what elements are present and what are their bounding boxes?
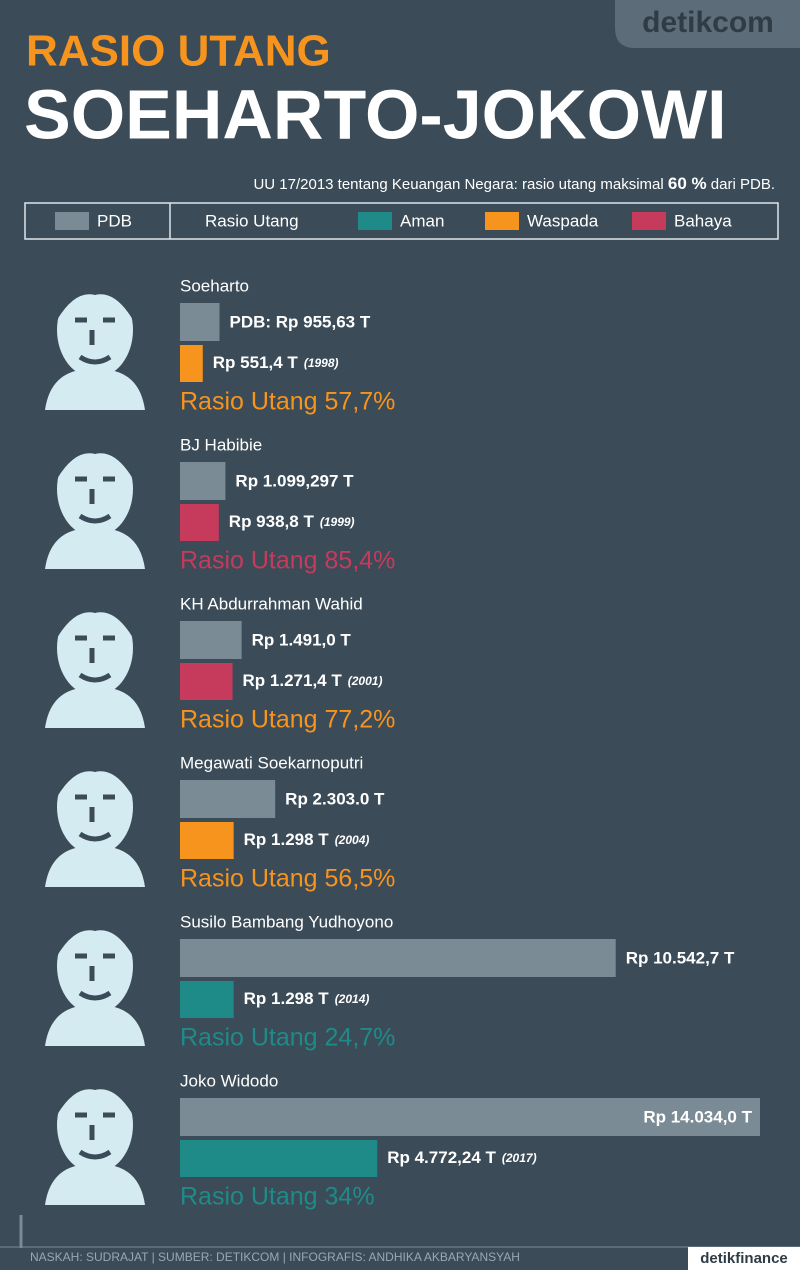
debt-amount: Rp 4.772,24 T (387, 1148, 496, 1167)
footer: NASKAH: SUDRAJAT | SUMBER: DETIKCOM | IN… (30, 1250, 520, 1264)
debt-ratio: Rasio Utang 34% (180, 1183, 375, 1211)
leader-name: KH Abdurrahman Wahid (180, 594, 363, 613)
portrait-hair (57, 597, 133, 638)
portrait-features (75, 953, 115, 1001)
subtitle-part: UU 17/2013 tentang Keuangan Negara: rasi… (253, 176, 667, 193)
debt-bar (180, 663, 233, 700)
legend-label: Bahaya (674, 211, 732, 230)
gdp-bar (180, 462, 226, 500)
legend-swatch (55, 212, 89, 230)
debt-amount: Rp 1.271,4 T (243, 671, 343, 690)
legend-swatch (358, 212, 392, 230)
portrait-shoulders (45, 688, 145, 728)
gdp-label: Rp 2.303.0 T (285, 789, 385, 808)
portrait-shoulders (45, 370, 145, 410)
debt-label: Rp 4.772,24 T (2017) (387, 1148, 536, 1167)
debt-year: (1998) (304, 356, 339, 370)
debt-label: Rp 938,8 T (1999) (229, 512, 355, 531)
brand-tab (615, 0, 800, 48)
debt-bar (180, 1140, 378, 1177)
portrait-hair (57, 279, 133, 320)
portrait-shoulders (45, 1006, 145, 1046)
gdp-bar (180, 939, 616, 977)
debt-year: (2004) (335, 833, 370, 847)
debt-bar (180, 822, 234, 859)
debt-amount: Rp 1.298 T (244, 830, 330, 849)
leaders: Soeharto PDB: Rp 955,63 T Rp 551,4 T (1998)… (45, 276, 760, 1211)
debt-year: (2001) (348, 674, 383, 688)
debt-label: Rp 551,4 T (1998) (213, 353, 339, 372)
legend-label: PDB (97, 211, 132, 230)
gdp-label: Rp 14.034,0 T (643, 1107, 752, 1126)
gdp-bar (180, 1098, 760, 1136)
portrait-head (57, 282, 133, 378)
portrait-hair (57, 438, 133, 479)
portrait-hair (57, 915, 133, 956)
debt-label: Rp 1.298 T (2014) (244, 989, 370, 1008)
leader-name: BJ Habibie (180, 435, 262, 454)
footer-brand: detikfinance (700, 1250, 788, 1267)
portrait-head (57, 918, 133, 1014)
debt-label: Rp 1.298 T (2004) (244, 830, 370, 849)
portrait-head (57, 600, 133, 696)
leader-name: Joko Widodo (180, 1071, 278, 1090)
debt-year: (2014) (335, 992, 370, 1006)
portrait-features (75, 476, 115, 524)
portrait-head (57, 1077, 133, 1173)
debt-ratio: Rasio Utang 56,5% (180, 865, 395, 893)
leader-name: Soeharto (180, 276, 249, 295)
gdp-label: Rp 1.099,297 T (235, 471, 354, 490)
portrait-shoulders (45, 847, 145, 887)
legend-swatch (485, 212, 519, 230)
debt-amount: Rp 551,4 T (213, 353, 299, 372)
portrait-hair (57, 756, 133, 797)
debt-bar (180, 345, 203, 382)
portrait-shoulders (45, 1165, 145, 1205)
portrait-head (57, 759, 133, 855)
footer-brand-box (688, 1247, 800, 1270)
debt-label: Rp 1.271,4 T (2001) (243, 671, 383, 690)
gdp-bar (180, 621, 242, 659)
portrait-hair (57, 1074, 133, 1115)
portrait-head (57, 441, 133, 537)
gdp-bar (180, 303, 220, 341)
subtitle-part: 60 % (668, 174, 707, 193)
legend: PDB Rasio Utang Aman Waspada Bahaya (55, 203, 732, 239)
debt-bar (180, 981, 234, 1018)
brand: detikcom (642, 6, 774, 39)
portrait-features (75, 1112, 115, 1160)
gdp-label: PDB: Rp 955,63 T (229, 312, 370, 331)
gdp-label: Rp 10.542,7 T (626, 948, 735, 967)
gdp-label: Rp 1.491,0 T (252, 630, 352, 649)
debt-ratio: Rasio Utang 24,7% (180, 1024, 395, 1052)
debt-amount: Rp 1.298 T (244, 989, 330, 1008)
debt-ratio: Rasio Utang 77,2% (180, 706, 395, 734)
portrait-features (75, 635, 115, 683)
legend-label: Aman (400, 211, 444, 230)
portrait-shoulders (45, 529, 145, 569)
subtitle-part: dari PDB. (707, 176, 775, 193)
debt-amount: Rp 938,8 T (229, 512, 315, 531)
legend-label: Waspada (527, 211, 599, 230)
leader-name: Megawati Soekarnoputri (180, 753, 363, 772)
debt-year: (2017) (502, 1151, 537, 1165)
subtitle: UU 17/2013 tentang Keuangan Negara: rasi… (253, 174, 775, 193)
debt-year: (1999) (320, 515, 355, 529)
debt-bar (180, 504, 219, 541)
portrait-features (75, 794, 115, 842)
portrait-features (75, 317, 115, 365)
legend-box (24, 202, 779, 240)
gdp-bar (180, 780, 276, 818)
leader-name: Susilo Bambang Yudhoyono (180, 912, 393, 931)
debt-ratio: Rasio Utang 57,7% (180, 388, 395, 416)
legend-label: Rasio Utang (205, 211, 299, 230)
title-top: RASIO UTANG (26, 27, 331, 76)
title-main: SOEHARTO-JOKOWI (24, 75, 727, 153)
debt-ratio: Rasio Utang 85,4% (180, 547, 395, 575)
legend-swatch (632, 212, 666, 230)
